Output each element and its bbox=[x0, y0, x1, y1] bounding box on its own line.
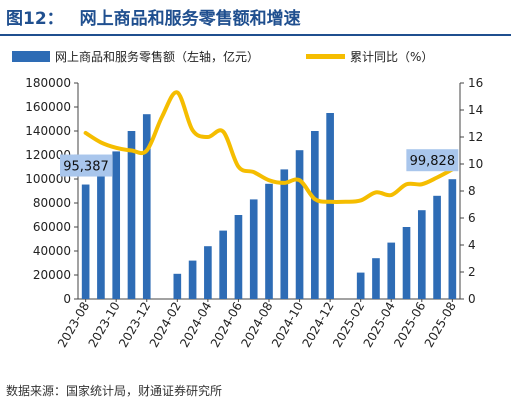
bar-2024-10 bbox=[295, 150, 304, 299]
bar-2024-11 bbox=[311, 131, 319, 299]
left-tick-label: 20000 bbox=[33, 268, 71, 282]
left-tick-label: 140000 bbox=[25, 124, 71, 138]
right-tick-label: 14 bbox=[468, 103, 483, 117]
right-tick-label: 2 bbox=[468, 265, 476, 279]
left-tick-label: 180000 bbox=[25, 76, 71, 90]
left-tick-label: 100000 bbox=[25, 172, 71, 186]
data-label-box bbox=[406, 149, 459, 172]
right-tick-label: 16 bbox=[468, 76, 483, 90]
left-tick-label: 80000 bbox=[33, 196, 71, 210]
data-label: 99,828 bbox=[410, 154, 456, 169]
figure-label: 图12： bbox=[6, 9, 64, 29]
figure-title: 图12： 网上商品和服务零售额和增速 bbox=[6, 4, 301, 29]
right-tick-label: 6 bbox=[468, 211, 476, 225]
left-tick-label: 120000 bbox=[25, 148, 71, 162]
figure-title-text: 网上商品和服务零售额和增速 bbox=[79, 9, 301, 29]
left-tick-label: 0 bbox=[63, 292, 71, 306]
bar-2024-04 bbox=[204, 246, 212, 299]
data-label: 95,387 bbox=[63, 160, 109, 175]
data-label-box bbox=[60, 154, 112, 177]
bar-2023-10 bbox=[112, 151, 121, 299]
right-tick-label: 0 bbox=[468, 292, 476, 306]
left-tick-label: 160000 bbox=[25, 100, 71, 114]
bar-2024-06 bbox=[234, 215, 243, 299]
bar-2024-02 bbox=[173, 273, 182, 299]
bar-2025-03 bbox=[372, 258, 380, 299]
growth-line bbox=[83, 90, 455, 205]
right-tick-label: 4 bbox=[468, 238, 476, 252]
right-tick-label: 8 bbox=[468, 184, 476, 198]
right-tick-label: 10 bbox=[468, 157, 483, 171]
bar-2025-02 bbox=[356, 272, 365, 299]
bar-2024-05 bbox=[219, 230, 227, 299]
bar-2025-04 bbox=[387, 242, 396, 299]
bar-2025-05 bbox=[402, 227, 411, 299]
bar-2025-07 bbox=[433, 195, 441, 299]
bar-2024-03 bbox=[188, 260, 197, 299]
bar-2025-08 bbox=[448, 179, 457, 299]
bar-2024-07 bbox=[249, 199, 258, 299]
bar-2023-08 bbox=[81, 184, 90, 299]
bar-2023-09 bbox=[97, 167, 105, 299]
source-note: 数据来源：国家统计局，财通证券研究所 bbox=[6, 384, 223, 398]
legend-bar-label: 网上商品和服务零售额（左轴，亿元） bbox=[55, 49, 259, 64]
bar-2024-12 bbox=[326, 113, 334, 299]
bar-2025-06 bbox=[417, 210, 426, 299]
right-tick-label: 12 bbox=[468, 130, 483, 144]
title-rule bbox=[0, 34, 511, 36]
legend-line-label: 累计同比（%） bbox=[350, 50, 433, 64]
legend-bar-swatch bbox=[12, 51, 50, 62]
bar-2023-12 bbox=[142, 114, 151, 299]
bar-2023-11 bbox=[127, 131, 136, 299]
bar-2024-08 bbox=[265, 183, 273, 299]
left-tick-label: 60000 bbox=[33, 220, 71, 234]
bar-2024-09 bbox=[280, 169, 289, 299]
left-tick-label: 40000 bbox=[33, 244, 71, 258]
